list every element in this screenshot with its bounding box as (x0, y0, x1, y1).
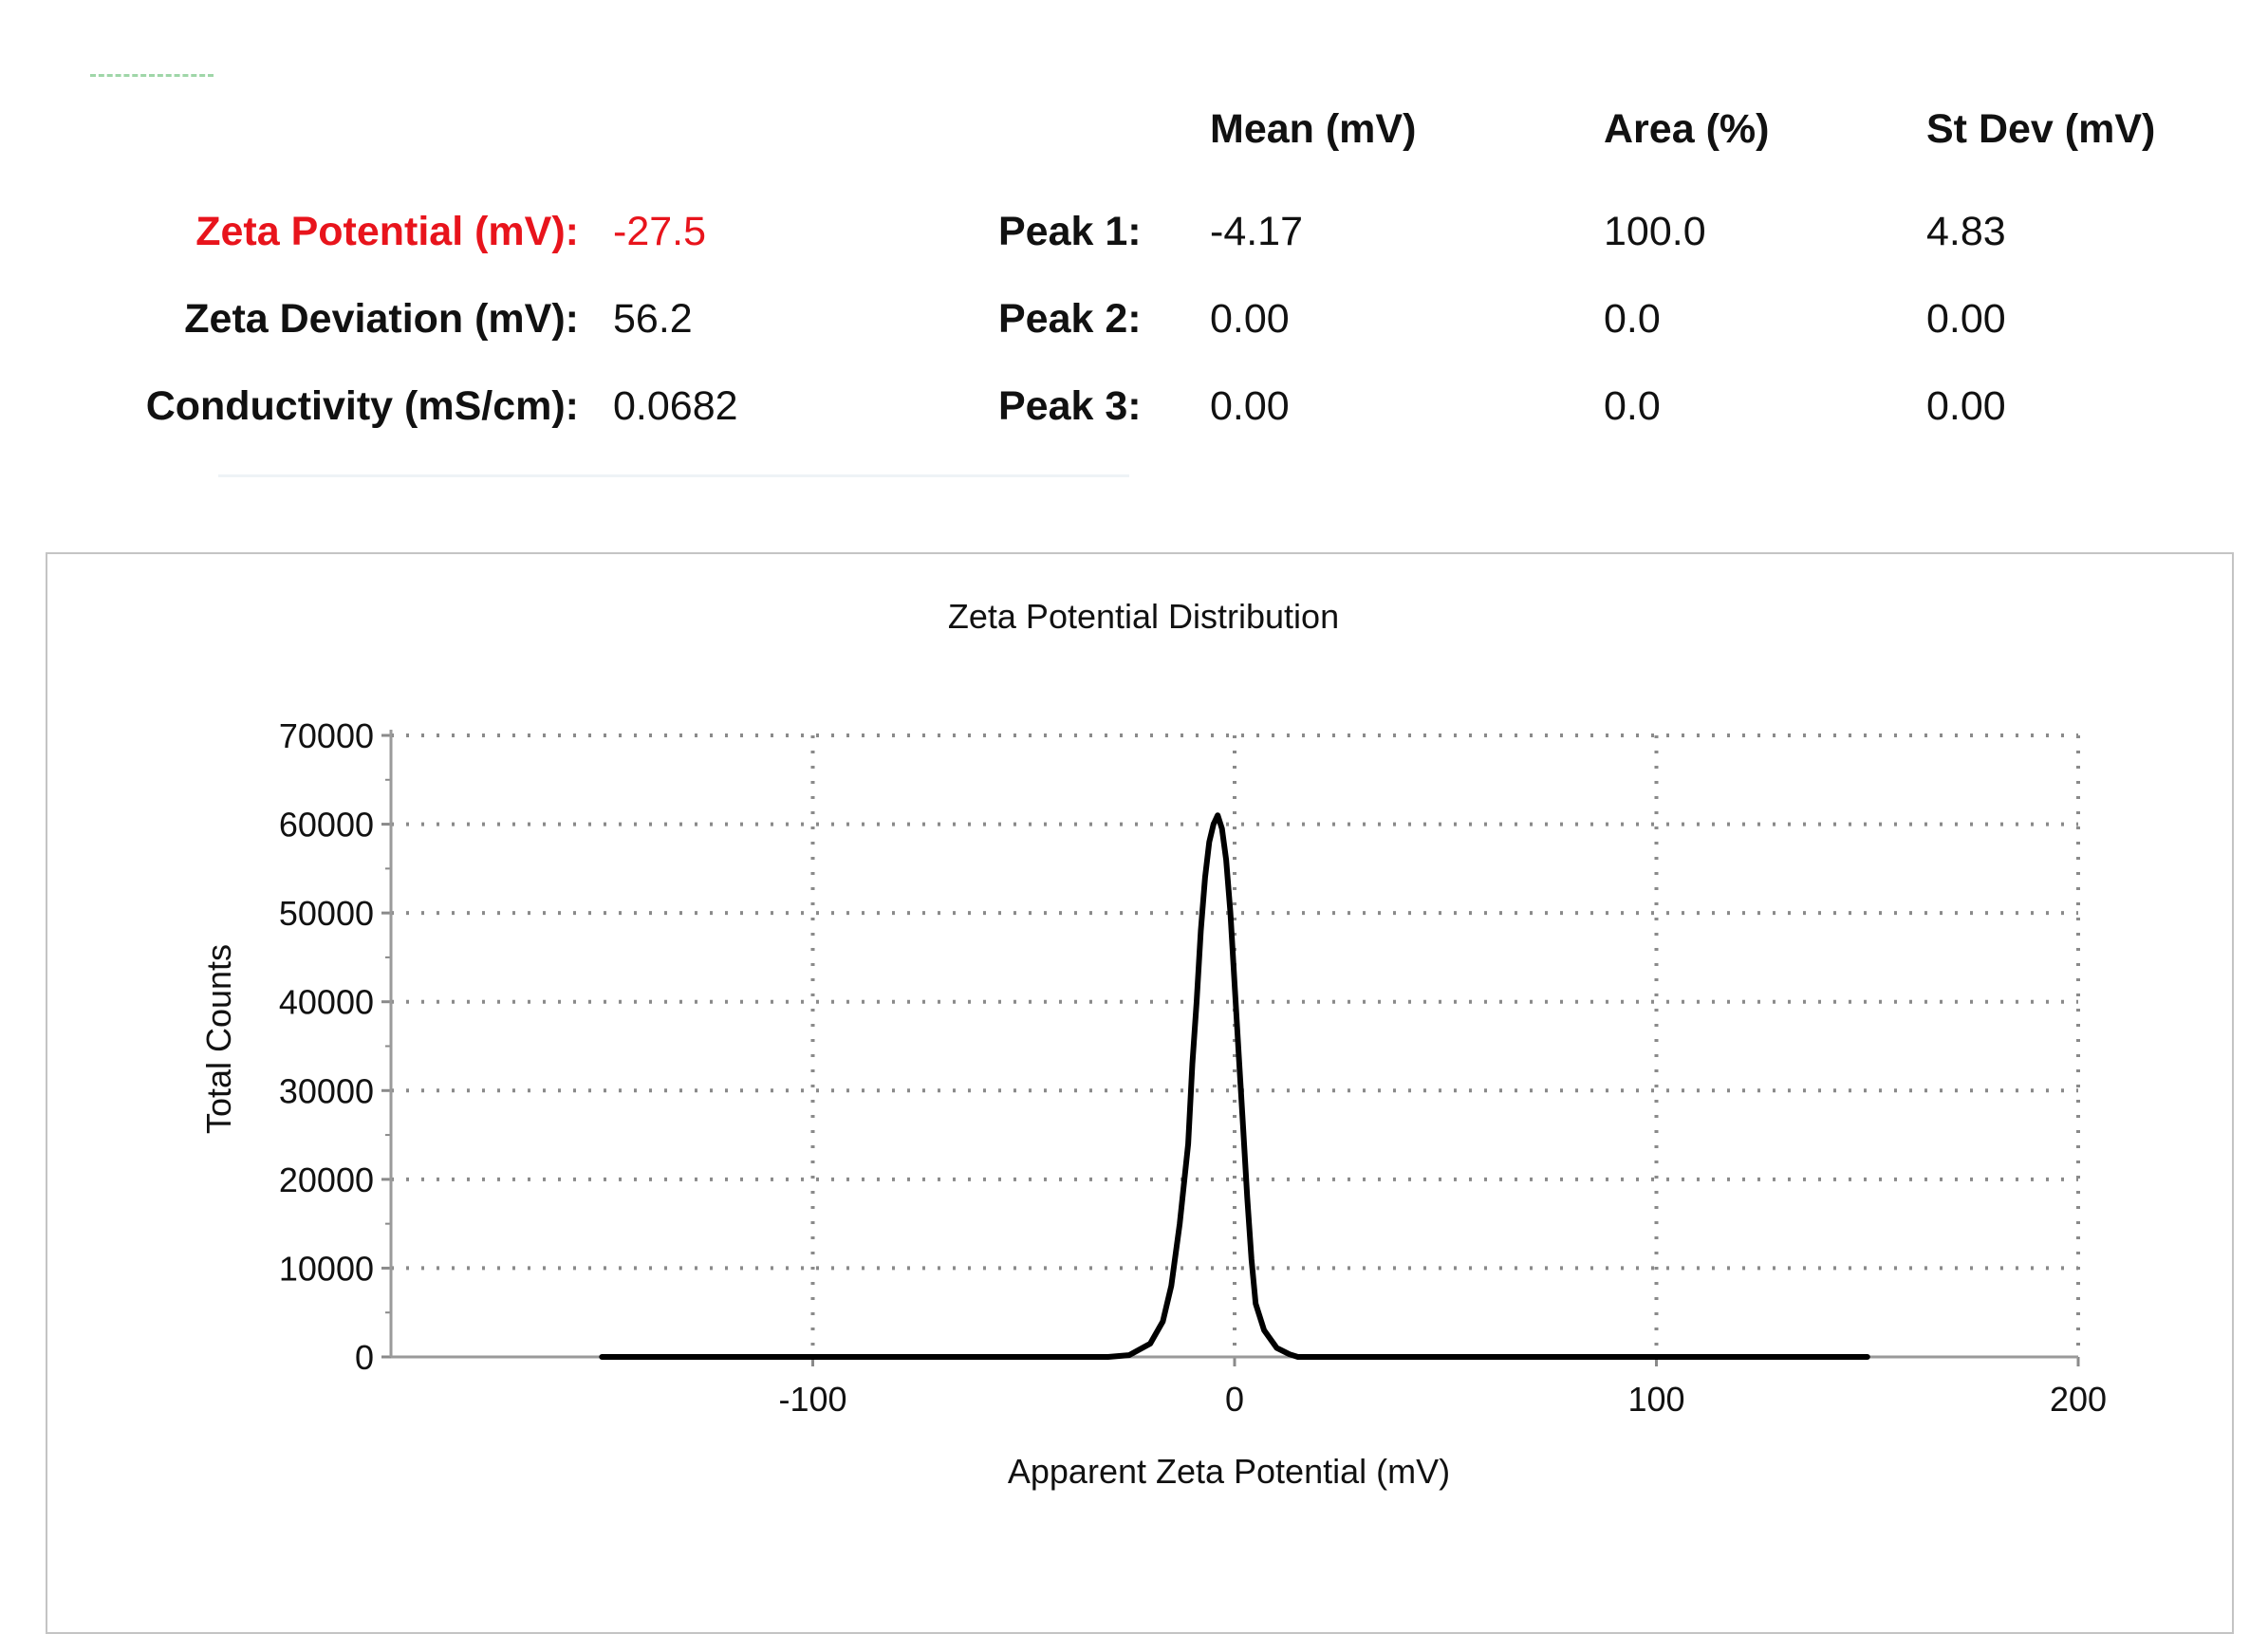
x-tick-label: 0 (1225, 1380, 1244, 1419)
zeta-deviation-label: Zeta Deviation (mV): (184, 296, 579, 342)
y-tick-label: 20000 (279, 1161, 374, 1199)
conductivity-value: 0.0682 (613, 383, 738, 429)
scan-artifact (90, 74, 214, 80)
peak-1-stdev: 4.83 (1926, 209, 2006, 254)
peak-3-area: 0.0 (1604, 383, 1661, 429)
x-tick-label: 200 (2050, 1380, 2107, 1419)
y-tick-label: 10000 (279, 1249, 374, 1288)
chart-title: Zeta Potential Distribution (948, 597, 1339, 636)
peak-3-mean: 0.00 (1210, 383, 1290, 429)
chart-frame (46, 552, 2234, 1634)
peak-3-stdev: 0.00 (1926, 383, 2006, 429)
zeta-potential-label: Zeta Potential (mV): (195, 209, 579, 254)
y-tick-label: 60000 (279, 806, 374, 845)
peak-2-label: Peak 2: (998, 296, 1142, 342)
peak-2-mean: 0.00 (1210, 296, 1290, 342)
y-tick-label: 70000 (279, 716, 374, 755)
y-tick-label: 0 (355, 1338, 374, 1377)
x-axis-label: Apparent Zeta Potential (mV) (1008, 1452, 1450, 1491)
peak-1-area: 100.0 (1604, 209, 1706, 254)
series-line-1 (599, 812, 1870, 1360)
stdev-header: St Dev (mV) (1926, 106, 2156, 152)
x-tick-label: 100 (1627, 1380, 1684, 1419)
area-header: Area (%) (1604, 106, 1770, 152)
x-tick-label: -100 (778, 1380, 846, 1419)
conductivity-label: Conductivity (mS/cm): (145, 383, 579, 429)
zeta-potential-value: -27.5 (613, 209, 707, 254)
peak-1-mean: -4.17 (1210, 209, 1304, 254)
mean-header: Mean (mV) (1210, 106, 1417, 152)
scan-artifact (218, 474, 1129, 477)
y-tick-label: 30000 (279, 1071, 374, 1110)
zeta-deviation-value: 56.2 (613, 296, 693, 342)
y-axis-label: Total Counts (199, 944, 238, 1134)
y-tick-label: 50000 (279, 894, 374, 933)
peak-1-label: Peak 1: (998, 209, 1142, 254)
peak-3-label: Peak 3: (998, 383, 1142, 429)
y-tick-label: 40000 (279, 983, 374, 1022)
peak-2-area: 0.0 (1604, 296, 1661, 342)
peak-2-stdev: 0.00 (1926, 296, 2006, 342)
